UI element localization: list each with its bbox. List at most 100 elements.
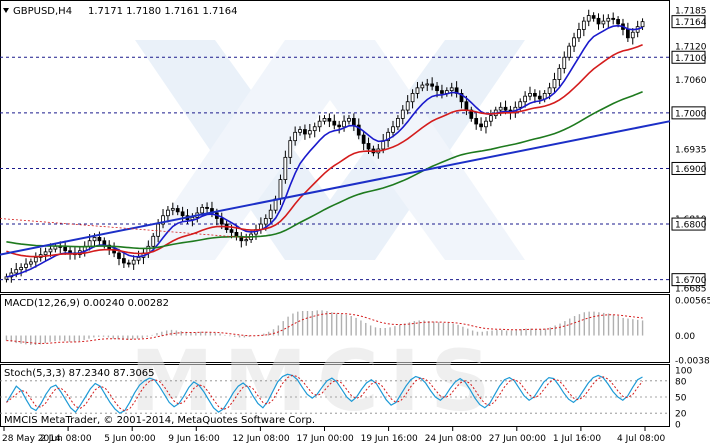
stoch-tick-label: 50 bbox=[675, 394, 687, 404]
candle-body bbox=[268, 209, 273, 219]
candle-body bbox=[327, 118, 332, 122]
time-tick-label: 17 Jun 00:00 bbox=[297, 434, 354, 444]
price-tick-label: 1.6685 bbox=[675, 285, 707, 295]
symbol-arrow-icon bbox=[3, 8, 9, 13]
candle-body bbox=[596, 17, 601, 25]
ohlc-label: 1.7171 1.7180 1.7161 1.7164 bbox=[88, 6, 238, 17]
candle-body bbox=[205, 206, 209, 209]
candle-body bbox=[122, 258, 126, 264]
candle-body bbox=[293, 131, 298, 142]
candles-layer bbox=[4, 9, 645, 283]
candle-body bbox=[322, 118, 327, 122]
candle-body bbox=[117, 252, 121, 259]
candle-body bbox=[606, 17, 611, 22]
macd-axis: 0.00565 0.00 -0.00389 bbox=[675, 297, 710, 367]
price-tag-box bbox=[671, 273, 706, 287]
candle-body bbox=[283, 156, 288, 180]
candle-body bbox=[547, 87, 552, 94]
price-tick-label: 1.7164 bbox=[675, 18, 707, 28]
price-tick-label: 1.6800 bbox=[675, 221, 707, 231]
candle-body bbox=[581, 20, 586, 30]
price-tick-label: 1.6700 bbox=[675, 276, 707, 286]
candle-body bbox=[498, 106, 503, 111]
candle-body bbox=[537, 95, 542, 100]
candle-body bbox=[430, 83, 435, 87]
macd-tick-label: -0.00389 bbox=[675, 357, 710, 367]
time-tick-label: 28 May 2014 bbox=[2, 434, 61, 444]
candle-body bbox=[420, 84, 425, 89]
candle-body bbox=[278, 179, 283, 200]
candle-body bbox=[528, 93, 532, 97]
price-tick-label: 1.6935 bbox=[675, 146, 707, 156]
macd-layer bbox=[5, 310, 644, 345]
candle-body bbox=[523, 95, 527, 103]
candle-body bbox=[591, 15, 596, 19]
candle-body bbox=[298, 129, 302, 133]
candle-body bbox=[366, 143, 371, 150]
candle-body bbox=[234, 231, 239, 237]
symbol-label: GBPUSD,H4 bbox=[13, 6, 72, 17]
candle-body bbox=[351, 118, 356, 126]
candle-body bbox=[640, 21, 645, 28]
macd-label: MACD(12,26,9) 0.00240 0.00282 bbox=[4, 298, 169, 309]
candle-body bbox=[474, 118, 479, 125]
candle-body bbox=[156, 223, 161, 237]
stoch-label: Stoch(5,3,3) 87.2340 87.3065 bbox=[4, 368, 155, 379]
channel-line bbox=[0, 218, 251, 239]
price-levels bbox=[0, 56, 670, 281]
time-tick-label: 19 Jun 16:00 bbox=[361, 434, 418, 444]
candle-body bbox=[288, 140, 293, 158]
candle-body bbox=[136, 257, 141, 261]
candle-body bbox=[567, 45, 572, 58]
time-tick-label: 4 Jul 08:00 bbox=[617, 434, 666, 444]
stoch-layer bbox=[0, 373, 670, 414]
candle-body bbox=[24, 263, 28, 268]
candle-body bbox=[151, 235, 156, 247]
time-tick-label: 9 Jun 16:00 bbox=[168, 434, 220, 444]
candle-body bbox=[361, 134, 366, 144]
time-tick-label: 2 Jun 08:00 bbox=[40, 434, 92, 444]
candle-body bbox=[562, 56, 567, 69]
stoch-tick-label: 20 bbox=[675, 410, 687, 420]
candle-body bbox=[586, 15, 591, 22]
candle-body bbox=[405, 101, 410, 111]
candle-body bbox=[488, 115, 493, 122]
candle-body bbox=[459, 93, 464, 103]
candle-body bbox=[518, 101, 523, 108]
price-tick-label: 1.7000 bbox=[675, 109, 707, 119]
trendline bbox=[0, 120, 671, 256]
candle-body bbox=[342, 120, 346, 128]
candle-body bbox=[131, 259, 136, 265]
candle-body bbox=[577, 29, 581, 39]
ma-slow-line bbox=[6, 90, 643, 250]
price-tick-label: 1.7185 bbox=[675, 7, 707, 17]
candle-body bbox=[175, 208, 180, 213]
candle-body bbox=[219, 218, 224, 225]
candle-body bbox=[48, 248, 53, 253]
candle-body bbox=[43, 251, 48, 256]
candle-body bbox=[391, 126, 395, 133]
candle-body bbox=[396, 118, 400, 128]
time-tick-label: 27 Jun 00:00 bbox=[489, 434, 546, 444]
candle-body bbox=[601, 20, 606, 25]
candle-body bbox=[161, 215, 165, 225]
copyright-label: MMCIS MetaTrader, © 2001-2014, MetaQuote… bbox=[4, 415, 315, 426]
candle-body bbox=[112, 248, 116, 254]
candle-body bbox=[170, 208, 175, 211]
stoch-panel-frame bbox=[0, 364, 670, 427]
time-tick-label: 24 Jun 08:00 bbox=[425, 434, 482, 444]
candle-body bbox=[166, 209, 170, 217]
candle-body bbox=[533, 93, 537, 97]
price-tick-label: 1.6900 bbox=[675, 165, 707, 175]
candle-body bbox=[229, 229, 234, 233]
candle-body bbox=[332, 120, 337, 126]
candle-body bbox=[200, 206, 205, 214]
candle-body bbox=[479, 123, 483, 128]
candle-body bbox=[449, 87, 454, 92]
candle-body bbox=[97, 237, 102, 242]
candle-body bbox=[14, 269, 19, 274]
candle-body bbox=[180, 211, 185, 217]
candle-body bbox=[503, 106, 508, 111]
